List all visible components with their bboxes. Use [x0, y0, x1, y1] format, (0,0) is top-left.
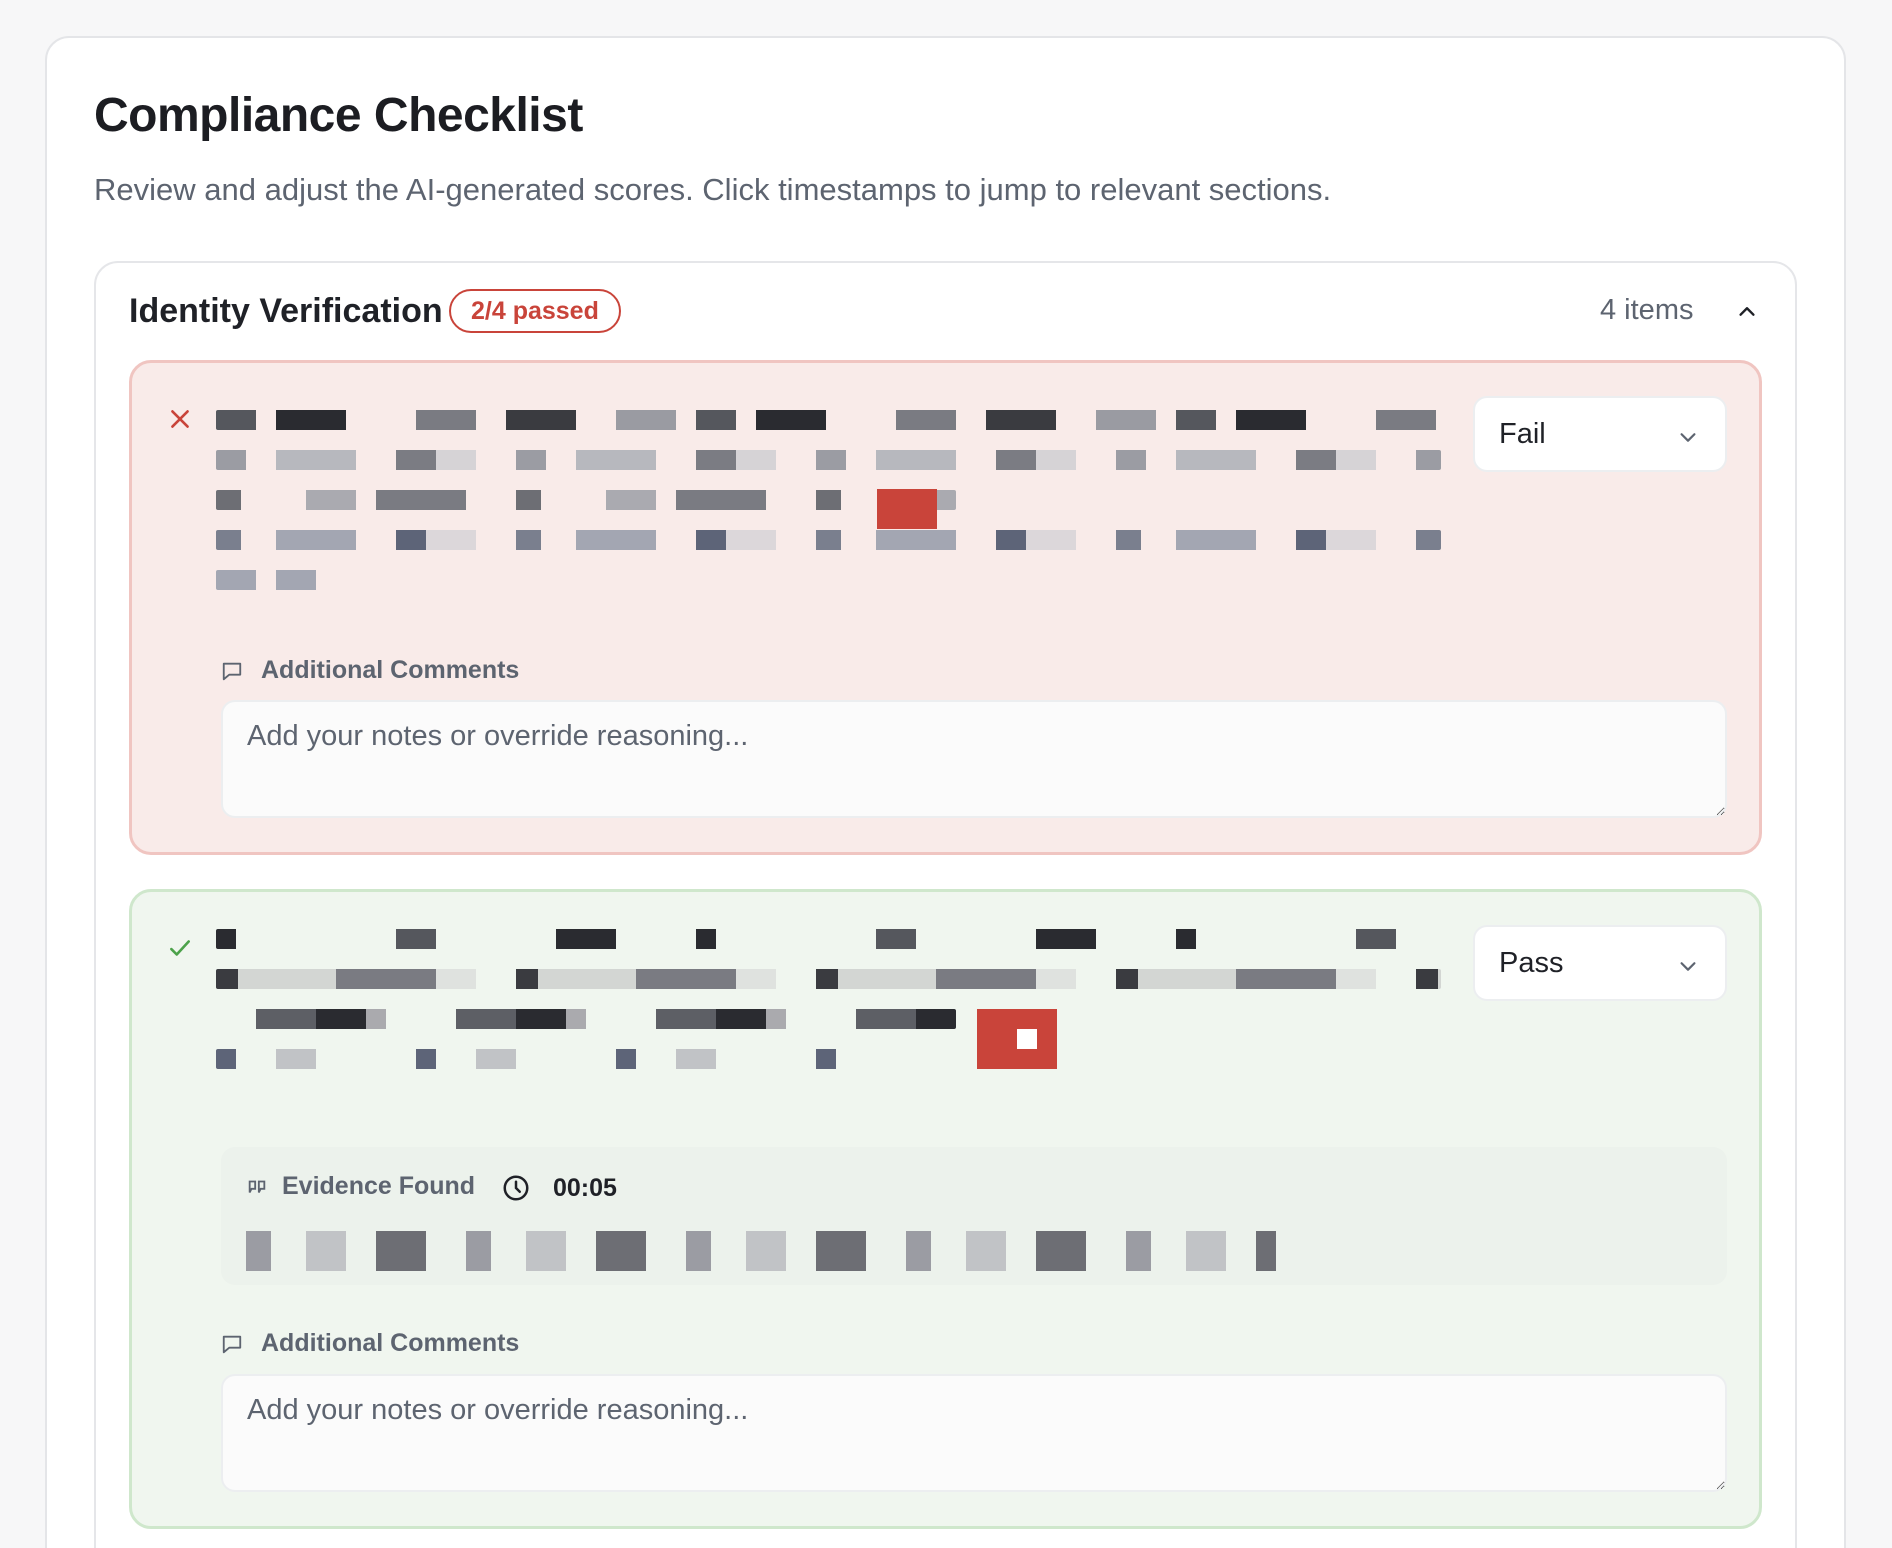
highlight-mark [877, 489, 937, 529]
timestamp-link[interactable]: 00:05 [501, 1173, 617, 1203]
item-description-redacted [216, 410, 1441, 610]
select-value: Fail [1499, 418, 1546, 450]
highlight-mark-center [1017, 1029, 1037, 1049]
status-badge: 2/4 passed [449, 289, 621, 333]
comments-label: Additional Comments [221, 1329, 519, 1358]
check-icon [170, 940, 190, 956]
comment-icon [222, 662, 242, 680]
page-title: Compliance Checklist [94, 89, 583, 142]
item-count: 4 items [1600, 294, 1694, 326]
x-icon [171, 410, 189, 428]
comments-textarea[interactable] [221, 1374, 1727, 1492]
page-subtitle: Review and adjust the AI-generated score… [94, 172, 1332, 207]
chevron-up-icon[interactable] [1736, 300, 1758, 322]
chevron-down-icon [1680, 962, 1696, 971]
item-description-redacted [216, 929, 1441, 1089]
quote-icon [248, 1180, 266, 1193]
clock-icon [503, 1175, 529, 1201]
comments-textarea[interactable] [221, 700, 1727, 818]
section-title: Identity Verification [129, 292, 443, 330]
comment-icon [222, 1335, 242, 1353]
status-select-fail[interactable]: Fail [1473, 396, 1727, 472]
evidence-quote-redacted [246, 1231, 1276, 1271]
select-value: Pass [1499, 947, 1564, 979]
chevron-down-icon [1680, 433, 1696, 442]
status-select-pass[interactable]: Pass [1473, 925, 1727, 1001]
comments-label: Additional Comments [221, 656, 519, 685]
evidence-header: Evidence Found [246, 1172, 475, 1201]
